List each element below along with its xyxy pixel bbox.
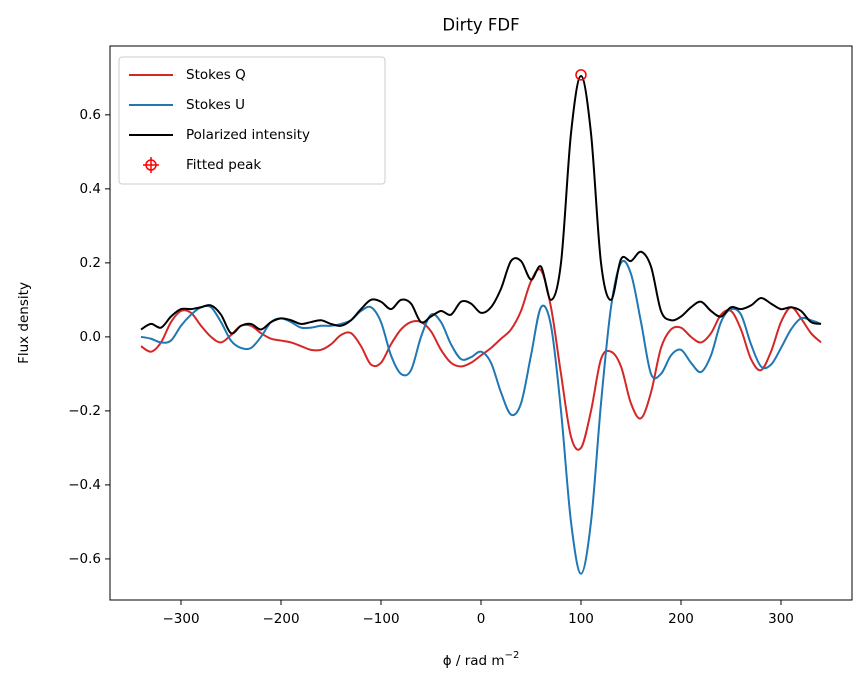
y-tick-label: −0.6	[68, 551, 101, 567]
legend-box	[118, 56, 386, 185]
y-tick-label: 0.0	[80, 329, 101, 345]
series-line	[140, 259, 822, 575]
x-tick-label: 0	[477, 611, 486, 627]
legend-swatch	[145, 159, 157, 171]
legend-label: Fitted peak	[186, 157, 261, 173]
x-tick-label: −200	[262, 611, 299, 627]
fitted-peak	[575, 69, 587, 81]
x-tick-label: 100	[568, 611, 594, 627]
series-line	[140, 74, 822, 335]
chart-title: Dirty FDF	[442, 16, 519, 35]
x-tick-label: 300	[768, 611, 794, 627]
y-tick-label: −0.4	[68, 477, 101, 493]
series-line	[140, 268, 822, 451]
y-tick-label: 0.2	[80, 255, 101, 271]
x-tick-label: 200	[668, 611, 694, 627]
y-axis-label: Flux density	[16, 282, 32, 364]
x-axis-label: ϕ / rad m−2	[443, 650, 520, 669]
y-tick-label: 0.4	[80, 181, 101, 197]
x-tick-label: −300	[162, 611, 199, 627]
y-tick-label: −0.2	[68, 403, 101, 419]
plot-frame	[109, 45, 853, 601]
y-tick-label: 0.6	[80, 107, 101, 123]
x-axis-label-sup: −2	[505, 650, 520, 661]
legend-label: Stokes U	[186, 97, 245, 113]
x-tick-label: −100	[362, 611, 399, 627]
legend-label: Stokes Q	[186, 67, 246, 83]
x-axis-label-text: ϕ / rad m	[443, 653, 505, 669]
legend-label: Polarized intensity	[186, 127, 310, 143]
